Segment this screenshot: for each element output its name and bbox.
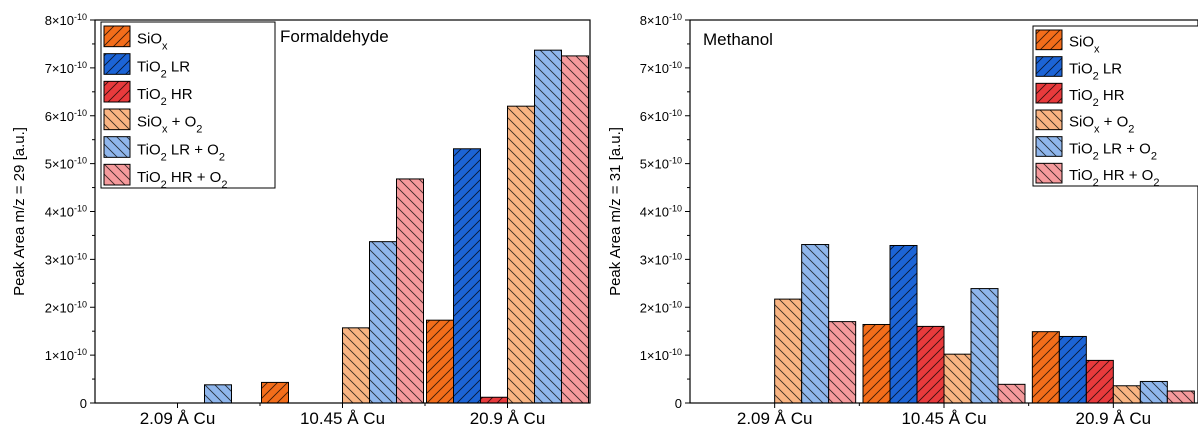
bar-hatch [970,288,999,404]
bar-hatch [1139,380,1168,404]
bar-hatch [561,55,589,404]
bar-hatch [1031,331,1060,404]
bar-hatch [261,381,289,404]
legend-label: TiO2 LR + O2 [1069,140,1157,162]
y-tick-label: 4×10-10 [640,204,682,220]
legend-swatch-hatch [1035,82,1063,104]
bar-hatch [426,319,454,404]
chart-title: Formaldehyde [280,27,389,46]
y-tick-label: 4×10-10 [45,204,87,220]
bar-hatch [507,105,535,404]
y-tick-label: 7×10-10 [45,60,87,76]
legend-label: TiO2 HR + O2 [1069,167,1159,189]
y-tick-label: 0 [80,396,87,411]
chart-title: Methanol [703,30,773,49]
y-axis-label: Peak Area m/z = 29 [a.u.] [11,127,28,296]
legend-swatch-hatch [1035,29,1063,51]
bar-hatch [828,321,857,404]
legend-label: SiOx + O2 [137,114,202,136]
legend-swatch-hatch [103,163,131,186]
legend-box [100,21,276,189]
bar-hatch [916,325,945,404]
bar-hatch [774,298,803,404]
legend-label: TiO2 HR + O2 [137,169,227,191]
x-tick-label: 10.45 Å Cu [901,409,986,428]
legend-swatch-hatch [1035,136,1063,157]
legend-swatch-hatch [103,108,131,131]
x-tick-label: 2.09 Å Cu [140,409,216,428]
y-tick-label: 5×10-10 [45,156,87,172]
legend-swatch-hatch [1035,56,1063,77]
legend-label: TiO2 HR [137,86,193,108]
y-tick-label: 2×10-10 [640,299,682,315]
y-tick-label: 8×10-10 [45,12,87,28]
x-tick-label: 20.9 Å Cu [1076,409,1152,428]
legend-label: SiOx [137,31,168,53]
legend-swatch-hatch [103,80,131,103]
bar-hatch [943,353,972,404]
x-tick-label: 10.45 Å Cu [300,409,385,428]
bar-hatch [342,327,370,404]
bar-hatch [862,323,891,404]
legend-swatch-hatch [103,25,131,48]
bar-hatch [997,383,1026,404]
y-tick-label: 2×10-10 [45,299,87,315]
y-tick-label: 1×10-10 [640,347,682,363]
bar-hatch [1112,385,1141,404]
legend-label: TiO2 LR [137,58,190,80]
legend-label: SiOx + O2 [1069,114,1134,136]
bar-hatch [204,384,232,404]
y-tick-label: 3×10-10 [45,251,87,267]
legend-swatch-hatch [103,136,131,158]
legend-label: SiOx [1069,34,1100,56]
legend-swatch-hatch [1035,162,1063,184]
x-tick-label: 20.9 Å Cu [470,409,546,428]
methanol-chart: 0 1×10-10 2×10-10 3×10-10 4×10-10 5×10-10 6×10… [607,12,1198,428]
bar-hatch [1166,390,1195,404]
legend-label: TiO2 HR [1069,87,1125,109]
bar-hatch [453,148,481,404]
y-tick-label: 8×10-10 [640,12,682,28]
x-tick-label: 2.09 Å Cu [737,409,813,428]
bar-hatch [1085,359,1114,404]
y-axis-label: Peak Area m/z = 31 [a.u.] [607,127,624,296]
y-tick-label: 6×10-10 [640,108,682,124]
y-tick-label: 0 [675,396,682,411]
bar-hatch [480,396,508,404]
bar-hatch [534,49,562,404]
bar-hatch [801,244,830,404]
bar-hatch [1058,335,1087,404]
y-tick-label: 6×10-10 [45,108,87,124]
legend-box [1032,25,1198,187]
legend: SiOx TiO2 LR TiO2 HR SiOx + O2 TiO2 LR + O2 T… [100,21,276,191]
formaldehyde-chart: 0 1×10-10 2×10-10 3×10-10 4×10-10 5×10-10 6×10… [11,12,591,428]
y-tick-label: 1×10-10 [45,347,87,363]
plot-frame [689,19,1198,404]
y-tick-label: 5×10-10 [640,156,682,172]
plot-frame [94,19,591,404]
legend-swatch-hatch [103,53,131,75]
bar-hatch [889,244,918,404]
legend-swatch-hatch [1035,109,1063,131]
y-tick-label: 3×10-10 [640,251,682,267]
bar-hatch [396,178,424,404]
legend-label: TiO2 LR [1069,60,1122,82]
y-tick-label: 7×10-10 [640,60,682,76]
bar-hatch [369,241,397,404]
legend-label: TiO2 LR + O2 [137,141,225,163]
legend: SiOx TiO2 LR TiO2 HR SiOx + O2 TiO2 LR + O2 T… [1032,25,1198,189]
